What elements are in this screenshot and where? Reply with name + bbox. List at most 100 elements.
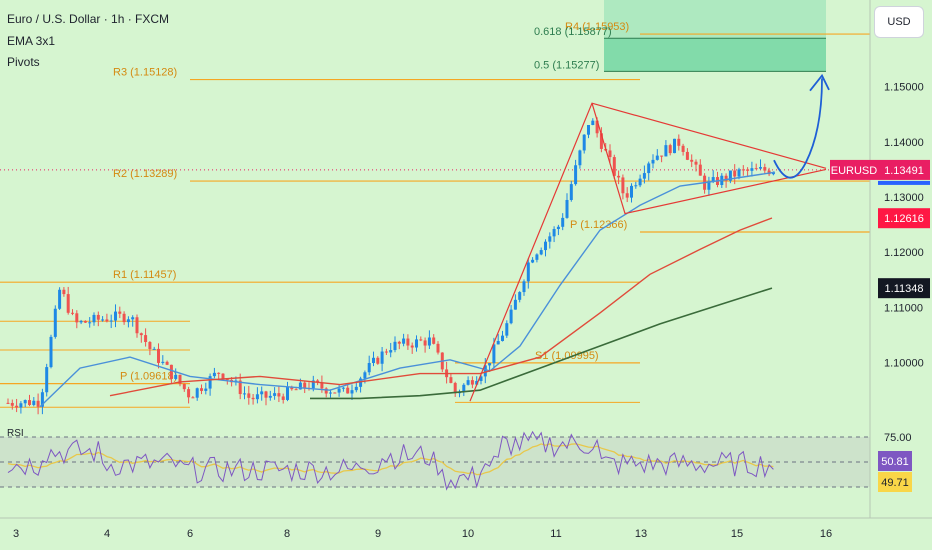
candle: [754, 168, 758, 170]
candle: [496, 341, 500, 345]
candle: [62, 289, 66, 295]
candle: [75, 313, 79, 323]
candle: [135, 317, 139, 334]
candle: [634, 185, 638, 187]
candle: [432, 337, 436, 344]
candle: [144, 335, 148, 343]
chart-title: Euro / U.S. Dollar · 1h · FXCM: [7, 12, 170, 26]
candle: [625, 193, 629, 198]
candle: [131, 317, 135, 320]
ema-indicator-label[interactable]: EMA 3x1: [7, 34, 56, 48]
candle: [200, 388, 203, 391]
candle: [642, 173, 646, 179]
candle: [728, 170, 732, 181]
candle: [161, 361, 165, 363]
candle: [746, 169, 750, 171]
candle: [152, 348, 156, 350]
pivot-label: P (1.09618): [120, 371, 177, 383]
target-zone-inner: [604, 38, 826, 72]
candle: [673, 138, 676, 154]
candle: [733, 170, 737, 177]
candle: [6, 402, 10, 404]
time-tick-label: 4: [104, 528, 110, 540]
candle: [359, 378, 363, 387]
candle: [53, 308, 57, 337]
candle: [617, 175, 621, 178]
candle: [612, 157, 616, 176]
candle: [96, 314, 100, 320]
candle: [741, 169, 745, 171]
candle: [393, 341, 397, 351]
candle: [290, 386, 294, 390]
candle: [101, 319, 105, 321]
candle: [655, 155, 659, 160]
candle: [694, 161, 698, 165]
candle: [122, 313, 126, 323]
candle: [208, 376, 212, 389]
candle: [505, 323, 509, 336]
candle: [114, 311, 117, 321]
candle: [664, 145, 668, 157]
price-tick-label: 1.11000: [884, 302, 923, 314]
price-tick-label: 1.15000: [884, 82, 924, 94]
candle: [535, 254, 539, 260]
candle: [711, 177, 715, 182]
candle: [139, 333, 143, 336]
candle: [707, 181, 711, 190]
rsi-badge-value: 49.71: [881, 477, 909, 489]
candle: [28, 400, 31, 405]
candle: [518, 292, 522, 300]
currency-button[interactable]: USD: [874, 6, 924, 38]
candle: [415, 339, 418, 348]
candle: [698, 164, 702, 176]
candle: [501, 335, 504, 342]
candle: [118, 311, 122, 314]
pivots-indicator-label[interactable]: Pivots: [7, 55, 40, 69]
candle: [397, 341, 401, 344]
candle: [324, 388, 328, 394]
candle: [32, 400, 36, 405]
candle: [255, 394, 259, 400]
candle: [384, 351, 388, 353]
candle: [565, 199, 569, 218]
time-tick-label: 11: [550, 528, 561, 540]
candle: [427, 337, 431, 346]
candle: [677, 138, 681, 146]
pivot-label: R4 (1.15953): [565, 21, 629, 33]
candle: [419, 339, 423, 341]
candle: [582, 134, 586, 151]
candle: [15, 405, 19, 408]
candle: [92, 314, 96, 323]
candle: [238, 380, 242, 395]
candle: [574, 165, 578, 185]
rsi-badge: [878, 472, 912, 492]
candle: [148, 342, 152, 349]
price-tick-label: 1.13000: [884, 192, 924, 204]
candle: [58, 289, 62, 309]
candle: [453, 382, 457, 394]
candle: [513, 299, 517, 310]
candle: [475, 380, 479, 385]
candle: [724, 175, 728, 181]
candle: [479, 376, 483, 381]
candle: [350, 390, 354, 394]
candle: [260, 391, 264, 395]
triangle-pattern: [469, 102, 827, 402]
candle: [217, 372, 221, 374]
candle: [660, 155, 664, 157]
candle: [402, 338, 406, 344]
candle: [389, 350, 393, 353]
candle: [492, 344, 496, 363]
candle: [651, 159, 655, 164]
ema-red-line: [109, 217, 773, 397]
price-tick-label: 1.12000: [884, 247, 924, 259]
candle: [19, 403, 23, 408]
candle: [681, 145, 685, 152]
candle: [595, 120, 599, 134]
candle: [436, 343, 440, 353]
candle: [329, 392, 332, 394]
candle: [311, 380, 315, 389]
candle: [337, 388, 341, 393]
price-badge: [878, 278, 930, 299]
candle: [204, 388, 208, 391]
